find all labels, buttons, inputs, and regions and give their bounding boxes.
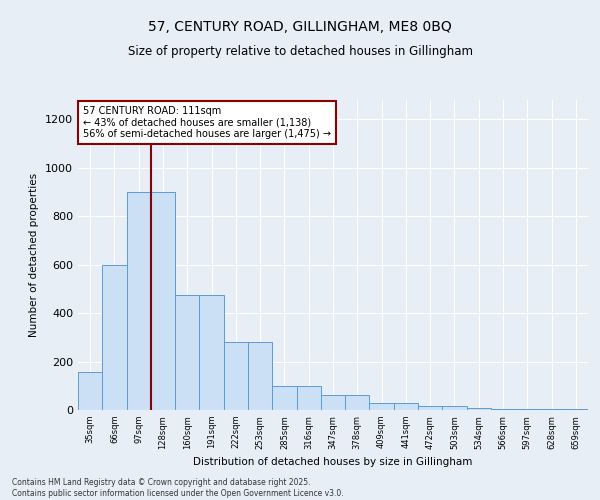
Bar: [418, 406, 442, 410]
Bar: [539, 409, 564, 410]
Text: 57, CENTURY ROAD, GILLINGHAM, ME8 0BQ: 57, CENTURY ROAD, GILLINGHAM, ME8 0BQ: [148, 20, 452, 34]
Text: Size of property relative to detached houses in Gillingham: Size of property relative to detached ho…: [128, 45, 473, 58]
Bar: [151, 192, 175, 410]
Bar: [248, 342, 272, 410]
Text: Contains HM Land Registry data © Crown copyright and database right 2025.
Contai: Contains HM Land Registry data © Crown c…: [12, 478, 344, 498]
Y-axis label: Number of detached properties: Number of detached properties: [29, 173, 40, 337]
Bar: [321, 396, 345, 410]
Bar: [127, 192, 151, 410]
Bar: [394, 402, 418, 410]
X-axis label: Distribution of detached houses by size in Gillingham: Distribution of detached houses by size …: [193, 457, 473, 467]
Bar: [345, 396, 370, 410]
Bar: [199, 295, 224, 410]
Bar: [102, 264, 127, 410]
Bar: [272, 386, 296, 410]
Bar: [296, 386, 321, 410]
Bar: [175, 295, 199, 410]
Bar: [564, 409, 588, 410]
Bar: [442, 406, 467, 410]
Text: 57 CENTURY ROAD: 111sqm
← 43% of detached houses are smaller (1,138)
56% of semi: 57 CENTURY ROAD: 111sqm ← 43% of detache…: [83, 106, 331, 140]
Bar: [515, 409, 539, 410]
Bar: [491, 409, 515, 410]
Bar: [370, 402, 394, 410]
Bar: [78, 372, 102, 410]
Bar: [224, 342, 248, 410]
Bar: [467, 408, 491, 410]
